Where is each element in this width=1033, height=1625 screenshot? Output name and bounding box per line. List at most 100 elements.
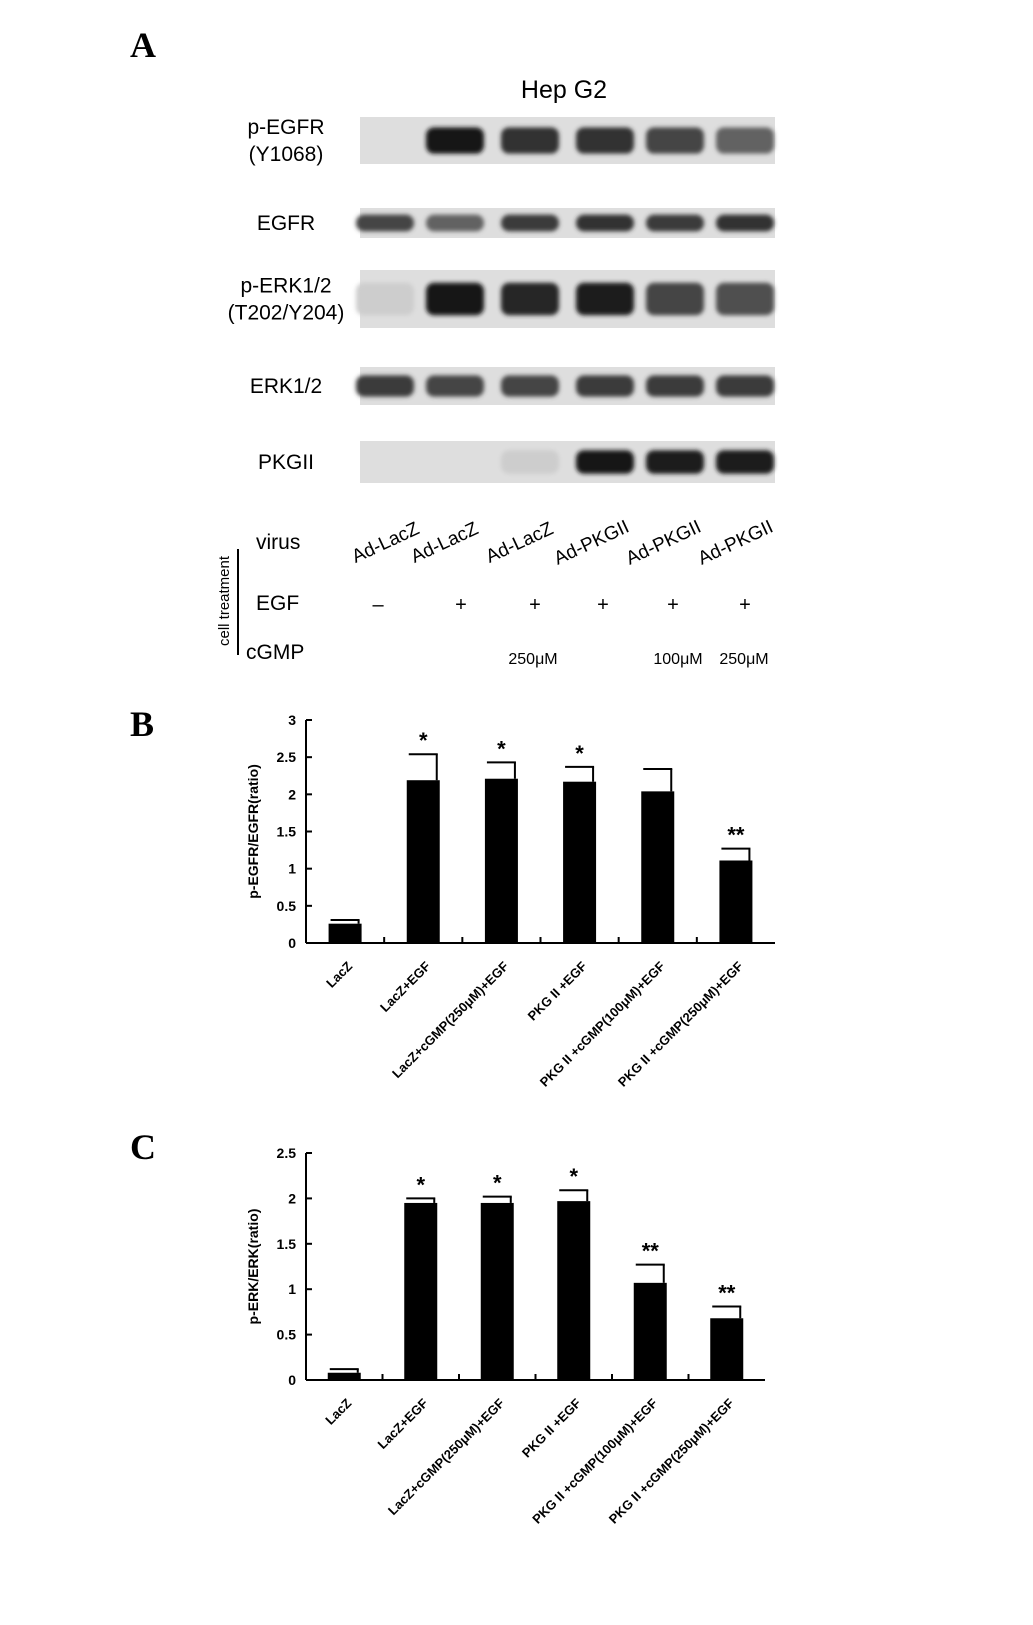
blot-band bbox=[646, 375, 704, 397]
blot-band bbox=[426, 282, 484, 316]
blot-band bbox=[576, 375, 634, 397]
virus-label: Ad-LacZ bbox=[408, 518, 482, 568]
bar bbox=[328, 923, 362, 943]
virus-label: Ad-PKGII bbox=[695, 517, 777, 570]
bar bbox=[480, 1202, 514, 1380]
x-category-label: LacZ bbox=[322, 1395, 354, 1427]
blot-band bbox=[356, 214, 414, 232]
virus-label: Ad-LacZ bbox=[349, 518, 423, 568]
y-tick-label: 0.5 bbox=[277, 1327, 297, 1343]
blot-row-label: EGFR bbox=[257, 212, 315, 235]
blot-band bbox=[716, 282, 774, 316]
y-tick-label: 1.5 bbox=[277, 824, 297, 840]
blot-row-0: p-EGFR (Y1068) bbox=[247, 116, 775, 166]
blot-strip bbox=[360, 117, 775, 164]
blot-band bbox=[646, 214, 704, 232]
blot-band bbox=[356, 282, 414, 316]
blot-band bbox=[646, 282, 704, 316]
virus-label: Ad-LacZ bbox=[483, 518, 557, 568]
blot-strip bbox=[360, 208, 775, 238]
x-category-label: LacZ+EGF bbox=[375, 1395, 431, 1451]
x-category-label: LacZ bbox=[323, 958, 355, 990]
significance-marker: * bbox=[419, 728, 428, 753]
blot-band bbox=[576, 282, 634, 316]
significance-marker: * bbox=[497, 736, 506, 761]
bar bbox=[484, 778, 518, 943]
x-category-label: PKG II +cGMP(250μM)+EGF bbox=[606, 1395, 737, 1526]
blot-row-3: ERK1/2 bbox=[250, 367, 775, 405]
bar-chart-p-erk: 0 0.5 1 1.5 2 2.5 p-ERK/ERK(ratio) LacZ * LacZ+EG… bbox=[245, 1145, 765, 1527]
blot-band bbox=[426, 214, 484, 232]
y-tick-label: 2.5 bbox=[277, 1145, 297, 1161]
significance-marker: ** bbox=[642, 1239, 660, 1264]
cgmp-value: 100μM bbox=[653, 651, 702, 668]
y-tick-label: 3 bbox=[288, 712, 296, 728]
bar bbox=[719, 860, 753, 943]
blot-band bbox=[501, 214, 559, 232]
treatment-label: cell treatment bbox=[216, 555, 233, 646]
panel-label-b: B bbox=[130, 704, 155, 744]
blot-row-label: (Y1068) bbox=[249, 143, 324, 166]
x-category-label: PKG II +EGF bbox=[525, 958, 590, 1023]
blot-band bbox=[501, 450, 559, 474]
y-tick-label: 0.5 bbox=[277, 898, 297, 914]
x-category-label: LacZ+EGF bbox=[377, 958, 433, 1014]
blot-row-label: ERK1/2 bbox=[250, 375, 322, 398]
y-tick-label: 1.5 bbox=[277, 1236, 297, 1252]
blot-row-label: PKGII bbox=[258, 451, 314, 474]
blot-strip bbox=[360, 270, 775, 328]
bar-chart-p-egfr: 0 0.5 1 1.5 2 2.5 3 p-EGFR/EGFR(ratio) LacZ * LacZ… bbox=[245, 712, 775, 1090]
bar bbox=[710, 1318, 744, 1380]
cgmp-row-label: cGMP bbox=[246, 641, 304, 664]
blot-band bbox=[576, 127, 634, 154]
significance-marker: ** bbox=[727, 823, 745, 848]
bar bbox=[557, 1201, 591, 1380]
egf-value: + bbox=[739, 594, 751, 616]
blot-band bbox=[356, 375, 414, 397]
y-tick-label: 1 bbox=[288, 1281, 296, 1297]
y-axis-label: p-ERK/ERK(ratio) bbox=[245, 1209, 261, 1325]
blot-row-4: PKGII bbox=[258, 441, 775, 483]
panel-label-c: C bbox=[130, 1127, 156, 1167]
blot-strip bbox=[360, 441, 775, 483]
x-category-label: PKG II +EGF bbox=[519, 1395, 584, 1460]
x-category-label: PKG II +cGMP(100μM)+EGF bbox=[537, 958, 668, 1089]
y-tick-label: 1 bbox=[288, 861, 296, 877]
cgmp-value: 250μM bbox=[719, 651, 768, 668]
y-tick-label: 2 bbox=[288, 1190, 296, 1206]
virus-label: Ad-PKGII bbox=[551, 517, 633, 570]
blot-row-1: EGFR bbox=[257, 208, 775, 238]
blot-strip bbox=[360, 367, 775, 405]
blot-title: Hep G2 bbox=[521, 76, 607, 104]
bar bbox=[404, 1202, 438, 1380]
egf-value: + bbox=[455, 594, 467, 616]
x-category-label: PKG II +cGMP(250μM)+EGF bbox=[615, 958, 746, 1089]
blot-row-label: p-EGFR bbox=[247, 116, 324, 139]
blot-band bbox=[716, 127, 774, 154]
blot-band bbox=[576, 450, 634, 474]
bar bbox=[327, 1372, 361, 1380]
egf-value: + bbox=[667, 594, 679, 616]
blot-band bbox=[646, 127, 704, 154]
panel-label-a: A bbox=[130, 25, 156, 65]
virus-label: Ad-PKGII bbox=[623, 517, 705, 570]
cgmp-value: 250μM bbox=[508, 651, 557, 668]
significance-marker: * bbox=[569, 1164, 578, 1189]
y-tick-label: 0 bbox=[288, 1372, 296, 1388]
blot-band bbox=[716, 375, 774, 397]
blot-band bbox=[576, 214, 634, 232]
significance-marker: ** bbox=[718, 1280, 736, 1305]
y-tick-label: 2 bbox=[288, 786, 296, 802]
x-category-label: PKG II +cGMP(100μM)+EGF bbox=[529, 1395, 660, 1526]
blot-band bbox=[716, 214, 774, 232]
egf-value: + bbox=[597, 594, 609, 616]
blot-band bbox=[501, 282, 559, 316]
bar bbox=[406, 780, 440, 943]
blot-row-label: p-ERK1/2 bbox=[240, 275, 331, 298]
egf-value: + bbox=[529, 594, 541, 616]
virus-row-label: virus bbox=[256, 531, 300, 554]
blot-row-2: p-ERK1/2 (T202/Y204) bbox=[228, 270, 775, 328]
bar bbox=[563, 781, 597, 943]
blot-row-label: (T202/Y204) bbox=[228, 302, 345, 325]
blot-band bbox=[646, 450, 704, 474]
